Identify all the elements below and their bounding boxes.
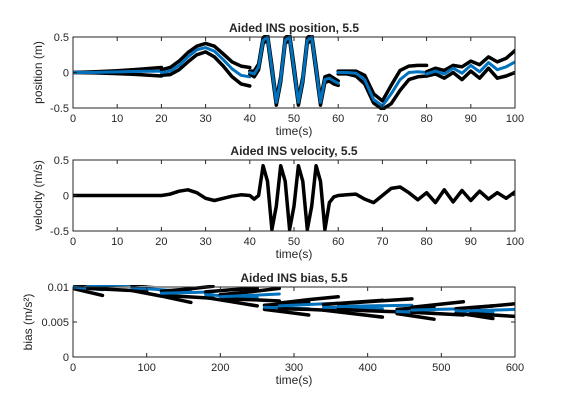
x-tick-label: 40 <box>244 113 256 125</box>
y-tick-label: -0.5 <box>50 103 69 115</box>
plot-area <box>73 35 515 110</box>
estimate-line <box>248 35 340 104</box>
lower-bound-line <box>218 297 282 303</box>
chart-title: Aided INS velocity, 5.5 <box>230 144 357 158</box>
x-tick-label: 50 <box>288 113 300 125</box>
x-tick-label: 500 <box>432 362 450 374</box>
x-tick-label: 80 <box>420 113 432 125</box>
x-tick-label: 90 <box>465 113 477 125</box>
x-axis-label: time(s) <box>276 247 313 261</box>
upper-bound-line <box>424 48 515 74</box>
x-tick-label: 100 <box>506 113 524 125</box>
x-tick-label: 60 <box>332 113 344 125</box>
y-tick-label: 0 <box>63 352 69 364</box>
lower-bound-line <box>424 66 515 82</box>
lower-bound-line <box>262 307 311 317</box>
x-tick-label: 300 <box>285 362 303 374</box>
y-axis-label: velocity (m/s) <box>31 160 45 231</box>
x-tick-label: 200 <box>211 362 229 374</box>
lower-bound-line <box>454 311 495 321</box>
x-tick-label: 10 <box>111 236 123 248</box>
x-tick-label: 0 <box>70 236 76 248</box>
lower-bound-line <box>410 310 466 317</box>
x-tick-label: 70 <box>376 236 388 248</box>
upper-bound-line <box>277 295 340 305</box>
upper-bound-line <box>410 299 466 310</box>
x-axis-label: time(s) <box>276 124 313 138</box>
x-tick-label: 400 <box>358 362 376 374</box>
plot-area <box>73 163 515 232</box>
x-tick-label: 100 <box>137 362 155 374</box>
estimate-line <box>159 46 252 79</box>
lower-bound-line <box>336 72 429 110</box>
y-tick-label: 0 <box>63 68 69 80</box>
x-tick-label: 0 <box>70 113 76 125</box>
y-tick-label: -0.5 <box>50 226 69 238</box>
chart-title: Aided INS bias, 5.5 <box>240 271 348 285</box>
chart-panel: 0 100 200 300 400 500 600 0 0.005 0.01 Aided INS b… <box>21 271 524 387</box>
upper-bound-line <box>73 285 95 288</box>
upper-bound-line <box>203 286 259 294</box>
y-tick-label: 0.5 <box>54 155 69 167</box>
lower-bound-line <box>321 308 385 319</box>
x-tick-label: 50 <box>288 236 300 248</box>
lower-bound-line <box>203 295 259 308</box>
y-axis-label: bias (m/s²) <box>21 294 35 351</box>
x-tick-label: 40 <box>244 236 256 248</box>
y-tick-label: 0.005 <box>41 317 69 329</box>
upper-bound-line <box>469 302 515 310</box>
upper-bound-line <box>336 63 429 103</box>
upper-bound-line <box>336 297 414 306</box>
y-tick-label: 0.5 <box>54 32 69 44</box>
x-tick-label: 0 <box>70 362 76 374</box>
y-tick-label: 0.01 <box>48 282 69 294</box>
estimate-line <box>425 60 515 76</box>
x-tick-label: 10 <box>111 113 123 125</box>
estimate-line <box>322 305 384 311</box>
x-tick-label: 90 <box>465 236 477 248</box>
lower-bound-line <box>159 50 252 88</box>
upper-bound-line <box>159 41 252 72</box>
x-tick-label: 100 <box>506 236 524 248</box>
x-tick-label: 20 <box>155 113 167 125</box>
y-axis-label: position (m) <box>31 41 45 104</box>
x-tick-label: 30 <box>199 236 211 248</box>
lower-bound-line <box>469 311 515 319</box>
velocity-line <box>73 163 515 232</box>
x-tick-label: 30 <box>199 113 211 125</box>
x-tick-label: 80 <box>420 236 432 248</box>
chart-title: Aided INS position, 5.5 <box>229 21 359 35</box>
estimate-line <box>469 307 515 313</box>
upper-bound-line <box>218 286 282 297</box>
estimate-line <box>336 303 414 309</box>
x-tick-label: 20 <box>155 236 167 248</box>
x-tick-label: 70 <box>376 113 388 125</box>
x-tick-label: 60 <box>332 236 344 248</box>
estimate-line <box>73 69 163 74</box>
estimate-line <box>218 292 281 299</box>
x-axis-label: time(s) <box>276 373 313 387</box>
y-tick-label: 0 <box>63 191 69 203</box>
plot-area <box>73 285 515 321</box>
x-tick-label: 600 <box>506 362 524 374</box>
lower-bound-line <box>73 286 105 298</box>
lower-bound-line <box>395 311 436 321</box>
estimate-line <box>86 285 148 288</box>
